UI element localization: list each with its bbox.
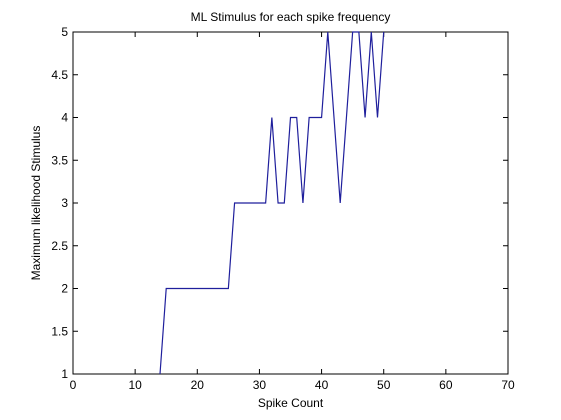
y-tick-label: 4.5 xyxy=(51,68,68,82)
plot-area xyxy=(72,31,509,375)
x-tick-label: 10 xyxy=(128,378,142,392)
x-tick-label: 20 xyxy=(191,378,205,392)
x-tick-label: 50 xyxy=(377,378,391,392)
series-line xyxy=(159,31,385,375)
y-tick-label: 2 xyxy=(61,282,68,296)
y-tick-label: 4 xyxy=(61,111,68,125)
y-tick-label: 1.5 xyxy=(51,324,68,338)
chart-title: ML Stimulus for each spike frequency xyxy=(191,10,391,24)
x-axis-title: Spike Count xyxy=(258,396,324,410)
y-tick-label: 1 xyxy=(61,367,68,381)
y-tick-label: 2.5 xyxy=(51,239,68,253)
y-tick-label: 5 xyxy=(61,25,68,39)
y-tick-label: 3.5 xyxy=(51,153,68,167)
x-tick-label: 0 xyxy=(70,378,77,392)
series-layer xyxy=(159,31,385,375)
x-tick-label: 40 xyxy=(315,378,329,392)
x-tick-label: 70 xyxy=(501,378,515,392)
y-axis-title: Maximum likelihood Stimulus xyxy=(29,126,43,281)
ticks-layer: 0 10 20 30 40 50 60 70 1 1.5 2 2.5 3 3.5 4 4.5 5 xyxy=(51,25,515,392)
x-tick-label: 60 xyxy=(439,378,453,392)
y-tick-label: 3 xyxy=(61,196,68,210)
x-tick-label: 30 xyxy=(253,378,267,392)
